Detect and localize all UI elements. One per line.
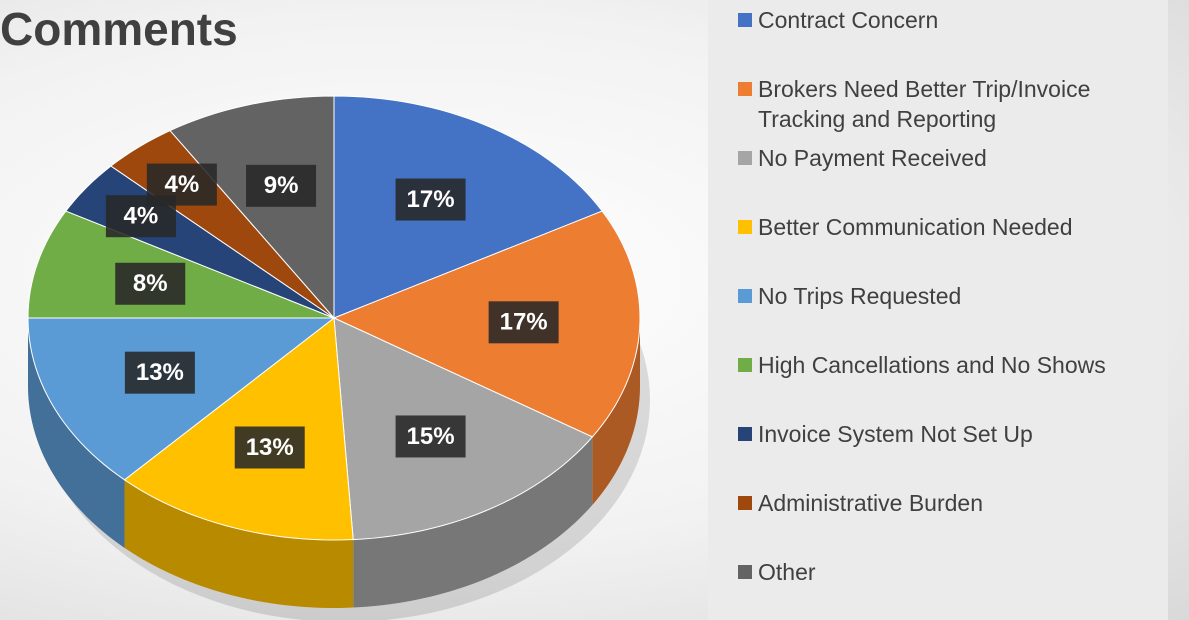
- data-label: 13%: [136, 359, 184, 386]
- legend-swatch: [738, 427, 752, 441]
- legend-item: Better Communication Needed: [738, 212, 1158, 242]
- legend-label: Contract Concern: [758, 7, 939, 33]
- data-label: 8%: [133, 270, 168, 297]
- label-box: [395, 415, 466, 458]
- legend-item: Administrative Burden: [738, 488, 1158, 518]
- data-label: 15%: [407, 423, 455, 450]
- legend-label: Brokers Need Better Trip/Invoice Trackin…: [758, 76, 1091, 132]
- slice: [169, 95, 335, 320]
- data-label: 4%: [165, 171, 200, 198]
- data-label: 4%: [124, 203, 159, 230]
- chart-title: Comments: [0, 3, 238, 55]
- data-label: 17%: [500, 309, 548, 336]
- slice: [332, 210, 641, 438]
- slice: [333, 95, 603, 319]
- legend-item: Other: [738, 557, 1158, 587]
- legend-swatch: [738, 82, 752, 96]
- data-label: 17%: [407, 186, 455, 213]
- legend-item: No Payment Received: [738, 143, 1158, 173]
- legend-label: Other: [758, 559, 816, 585]
- data-label: 13%: [246, 434, 294, 461]
- legend-swatch: [738, 565, 752, 579]
- legend-label: No Trips Requested: [758, 283, 962, 309]
- label-box: [115, 262, 186, 305]
- legend-label: Administrative Burden: [758, 490, 983, 516]
- legend-swatch: [738, 289, 752, 303]
- label-box: [124, 351, 195, 394]
- legend: Contract Concern Brokers Need Better Trip…: [708, 0, 1168, 620]
- legend-item: No Trips Requested: [738, 281, 1158, 311]
- legend-item: Brokers Need Better Trip/Invoice Trackin…: [738, 74, 1158, 134]
- label-box: [234, 426, 305, 469]
- pie-area: 17% 17% 15% 13% 13% 8% 4%4% 9%: [27, 95, 650, 620]
- label-box: [246, 164, 317, 207]
- legend-swatch: [738, 496, 752, 510]
- label-box: [146, 163, 217, 206]
- legend-item: Invoice System Not Set Up: [738, 419, 1158, 449]
- legend-swatch: [738, 13, 752, 27]
- label-box: [488, 301, 559, 344]
- legend-label: No Payment Received: [758, 145, 987, 171]
- legend-swatch: [738, 220, 752, 234]
- legend-swatch: [738, 358, 752, 372]
- legend-label: Invoice System Not Set Up: [758, 421, 1033, 447]
- label-box: [395, 178, 466, 221]
- legend-label: Better Communication Needed: [758, 214, 1073, 240]
- slice-side: [353, 436, 593, 608]
- legend-item: High Cancellations and No Shows: [738, 350, 1158, 380]
- data-label: 9%: [264, 172, 299, 199]
- slice: [27, 317, 336, 481]
- slice-side: [124, 479, 354, 608]
- legend-label: High Cancellations and No Shows: [758, 352, 1106, 378]
- legend-item: Contract Concern: [738, 5, 1158, 35]
- slice-side: [592, 318, 640, 505]
- legend-swatch: [738, 151, 752, 165]
- slice-side: [28, 318, 125, 548]
